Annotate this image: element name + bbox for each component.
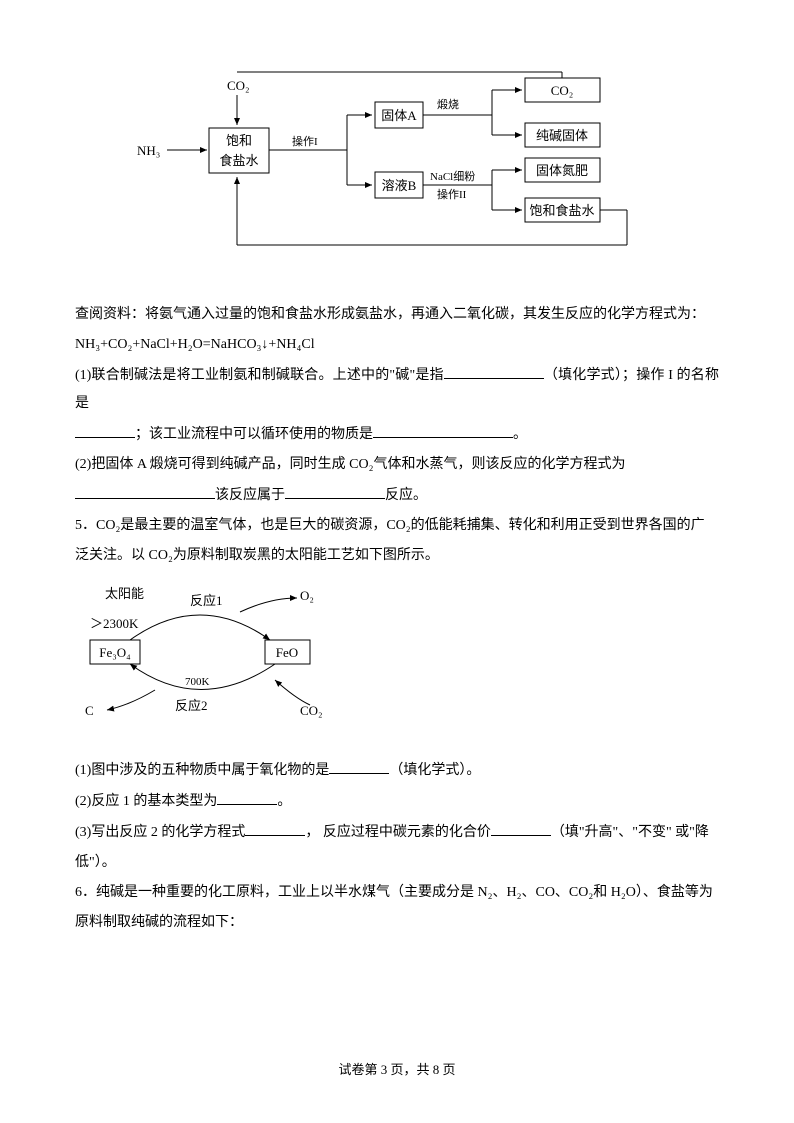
q1-c: ；该工业流程中可以循环使用的物质是 xyxy=(135,427,373,442)
solid-a-label: 固体A xyxy=(381,108,417,123)
o2-label: O₂ xyxy=(300,588,314,603)
q2-c: 反应。 xyxy=(385,488,427,503)
reference-line2: NH₃+CO₂+NaCl+H₂O=NaHCO₃↓+NH₄Cl xyxy=(75,331,719,359)
q5-2-b: 。 xyxy=(277,794,291,809)
q6-2: 原料制取纯碱的流程如下： xyxy=(75,909,719,937)
blank xyxy=(329,756,389,774)
nacl-powder-label: NaCl细粉 xyxy=(430,170,475,183)
out-nfert: 固体氮肥 xyxy=(536,163,588,178)
q5-intro-1: 5．CO₂是最主要的温室气体，也是巨大的碳资源，CO₂的低能耗捕集、转化和利用正… xyxy=(75,512,719,540)
c-label: C xyxy=(85,703,94,718)
co2-label: CO₂ xyxy=(300,703,323,718)
temp1-label: ＞2300K xyxy=(90,616,139,631)
brine-box-line2: 食盐水 xyxy=(219,153,258,168)
temp2-label: 700K xyxy=(185,676,210,688)
blank xyxy=(75,481,215,499)
fe3o4-label: Fe₃O₄ xyxy=(99,645,131,660)
q5-3-a: (3)写出反应 2 的化学方程式 xyxy=(75,825,245,840)
q1: (1)联合制碱法是将工业制氨和制碱联合。上述中的"碱"是指（填化学式）；操作 I… xyxy=(75,361,719,418)
rxn2-label: 反应2 xyxy=(175,698,208,713)
q1-cont: ；该工业流程中可以循环使用的物质是 。 xyxy=(75,420,719,449)
q5-3: (3)写出反应 2 的化学方程式 ， 反应过程中碳元素的化合价 （填"升高"、"不变… xyxy=(75,818,719,847)
q5-intro-2: 泛关注。以 CO₂为原料制取炭黑的太阳能工艺如下图所示。 xyxy=(75,542,719,570)
co2-input-label: CO₂ xyxy=(227,78,250,93)
q5-1: (1)图中涉及的五种物质中属于氧化物的是 （填化学式）。 xyxy=(75,756,719,785)
out-soda: 纯碱固体 xyxy=(536,128,588,143)
cycle-diagram-2: 太阳能 ＞2300K 反应1 O₂ Fe₃O₄ FeO 700K 反应2 CO₂… xyxy=(75,580,355,741)
op1-label: 操作I xyxy=(292,134,318,148)
brine-box-line1: 饱和 xyxy=(226,133,252,148)
out-brine: 饱和食盐水 xyxy=(529,203,594,218)
q5-3-c: （填"升高"、"不变" 或"降 xyxy=(551,825,709,840)
blank xyxy=(245,818,305,836)
flowchart-diagram-1: CO₂ NH₃ 饱和 食盐水 操作I 固体A 溶液B 煅烧 NaCl细粉 操作I… xyxy=(137,70,657,281)
q6-1: 6．纯碱是一种重要的化工原料，工业上以半水煤气（主要成分是 N₂、H₂、CO、C… xyxy=(75,879,719,907)
q2-b: 该反应属于 xyxy=(215,488,285,503)
q5-1-a: (1)图中涉及的五种物质中属于氧化物的是 xyxy=(75,763,329,778)
q2-a: (2)把固体 A 煅烧可得到纯碱产品，同时生成 CO₂气体和水蒸气，则该反应的化… xyxy=(75,451,719,479)
blank xyxy=(444,361,544,379)
blank xyxy=(373,420,513,438)
page-footer: 试卷第 3 页，共 8 页 xyxy=(0,1057,794,1083)
feo-label: FeO xyxy=(276,645,298,660)
blank xyxy=(285,481,385,499)
blank xyxy=(217,787,277,805)
solar-label: 太阳能 xyxy=(105,586,144,601)
blank xyxy=(491,818,551,836)
solution-b-label: 溶液B xyxy=(382,178,417,193)
q1-d: 。 xyxy=(513,427,527,442)
q2-cont: 该反应属于 反应。 xyxy=(75,481,719,510)
calcine-label: 煅烧 xyxy=(437,97,459,111)
rxn1-label: 反应1 xyxy=(190,593,223,608)
q5-2: (2)反应 1 的基本类型为 。 xyxy=(75,787,719,816)
out-co2: CO₂ xyxy=(551,83,574,98)
op2-label: 操作II xyxy=(437,187,467,201)
q5-2-a: (2)反应 1 的基本类型为 xyxy=(75,794,217,809)
q5-3-d: 低"）。 xyxy=(75,849,719,877)
reference-line1: 查阅资料：将氨气通入过量的饱和食盐水形成氨盐水，再通入二氧化碳，其发生反应的化学… xyxy=(75,301,719,329)
blank xyxy=(75,420,135,438)
nh3-input-label: NH₃ xyxy=(137,143,160,158)
q5-1-b: （填化学式）。 xyxy=(389,763,480,778)
q1-a: (1)联合制碱法是将工业制氨和制碱联合。上述中的"碱"是指 xyxy=(75,368,444,383)
q5-3-b: ， 反应过程中碳元素的化合价 xyxy=(305,825,491,840)
